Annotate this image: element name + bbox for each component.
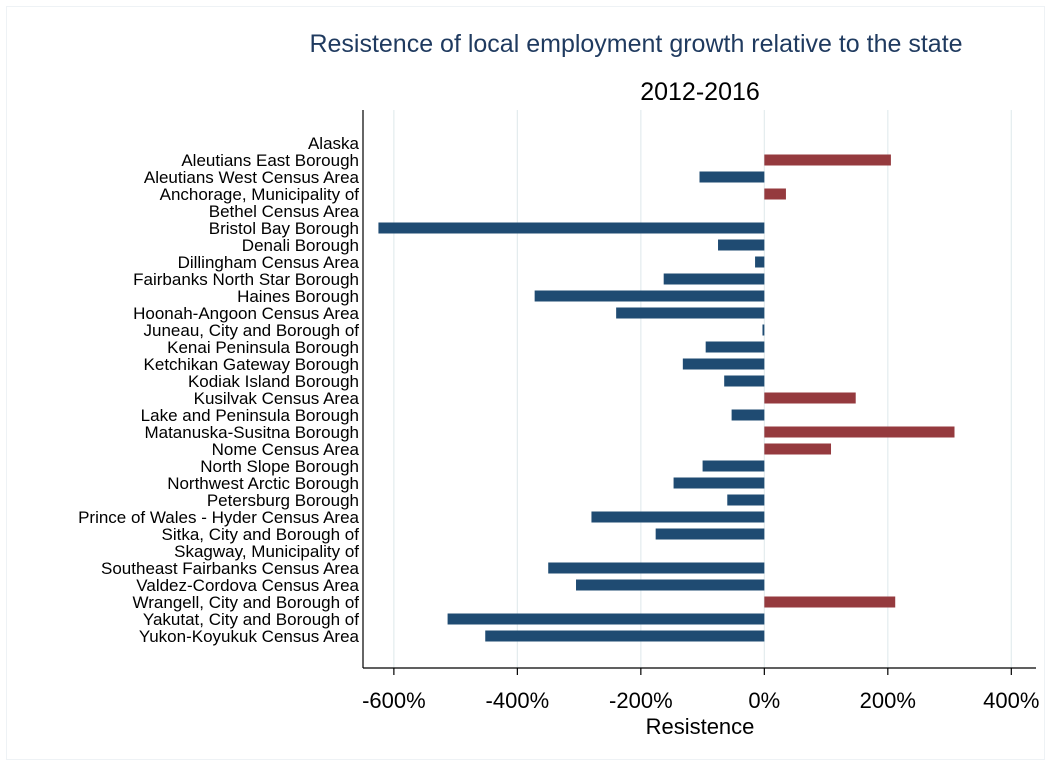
x-axis: -600% -400% -200% 0% 200% 400% [362, 110, 1039, 713]
category-label-1: Aleutians East Borough [181, 151, 359, 170]
x-tick-label-1: -400% [486, 688, 550, 713]
category-label-28: Yakutat, City and Borough of [143, 610, 359, 629]
bar-18 [764, 443, 832, 455]
bar-3 [764, 188, 786, 200]
category-label-21: Petersburg Borough [207, 491, 359, 510]
category-label-29: Yukon-Koyukuk Census Area [139, 627, 360, 646]
category-label-5: Bristol Bay Borough [209, 219, 359, 238]
bar-11 [762, 324, 765, 336]
category-label-26: Valdez-Cordova Census Area [136, 576, 359, 595]
category-label-27: Wrangell, City and Borough of [133, 593, 360, 612]
category-label-22: Prince of Wales - Hyder Census Area [78, 508, 359, 527]
bar-20 [673, 477, 765, 489]
category-label-10: Hoonah-Angoon Census Area [133, 304, 359, 323]
category-label-7: Dillingham Census Area [178, 253, 360, 272]
category-label-0: Alaska [308, 134, 360, 153]
category-label-6: Denali Borough [242, 236, 359, 255]
category-label-16: Lake and Peninsula Borough [141, 406, 359, 425]
bar-26 [576, 579, 765, 591]
bar-13 [682, 358, 765, 370]
x-tick-label-2: -200% [609, 688, 673, 713]
bar-8 [663, 273, 765, 285]
category-label-3: Anchorage, Municipality of [160, 185, 360, 204]
bar-22 [591, 511, 765, 523]
category-label-25: Southeast Fairbanks Census Area [101, 559, 360, 578]
bar-2 [699, 171, 765, 183]
x-tick-label-5: 400% [983, 688, 1039, 713]
category-label-11: Juneau, City and Borough of [144, 321, 360, 340]
x-axis-title: Resistence [646, 714, 755, 739]
bar-10 [616, 307, 765, 319]
x-tick-label-4: 200% [860, 688, 916, 713]
category-label-14: Kodiak Island Borough [188, 372, 359, 391]
bar-12 [705, 341, 765, 353]
category-label-4: Bethel Census Area [209, 202, 360, 221]
category-label-15: Kusilvak Census Area [194, 389, 360, 408]
bar-7 [755, 256, 765, 268]
bar-6 [718, 239, 765, 251]
bar-16 [731, 409, 765, 421]
bar-27 [764, 596, 896, 608]
bar-14 [724, 375, 765, 387]
category-label-19: North Slope Borough [200, 457, 359, 476]
bar-25 [548, 562, 765, 574]
category-label-17: Matanuska-Susitna Borough [144, 423, 359, 442]
category-label-13: Ketchikan Gateway Borough [144, 355, 359, 374]
chart-title: Resistence of local employment growth re… [309, 30, 962, 58]
category-label-2: Aleutians West Census Area [144, 168, 360, 187]
bar-1 [764, 154, 891, 166]
bar-5 [378, 222, 765, 234]
bar-29 [485, 630, 765, 642]
bar-19 [702, 460, 765, 472]
chart-subtitle: 2012-2016 [640, 78, 760, 106]
bar-15 [764, 392, 856, 404]
bar-23 [655, 528, 765, 540]
bar-28 [447, 613, 765, 625]
category-label-20: Northwest Arctic Borough [167, 474, 359, 493]
category-label-12: Kenai Peninsula Borough [167, 338, 359, 357]
category-label-18: Nome Census Area [212, 440, 360, 459]
bars [378, 154, 955, 642]
bar-21 [727, 494, 765, 506]
category-label-8: Fairbanks North Star Borough [133, 270, 359, 289]
category-label-23: Sitka, City and Borough of [161, 525, 359, 544]
bar-17 [764, 426, 955, 438]
category-label-9: Haines Borough [237, 287, 359, 306]
x-tick-label-3: 0% [748, 688, 780, 713]
x-tick-label-0: -600% [362, 688, 426, 713]
bar-9 [534, 290, 765, 302]
gridlines [393, 110, 1012, 668]
category-label-24: Skagway, Municipality of [174, 542, 359, 561]
